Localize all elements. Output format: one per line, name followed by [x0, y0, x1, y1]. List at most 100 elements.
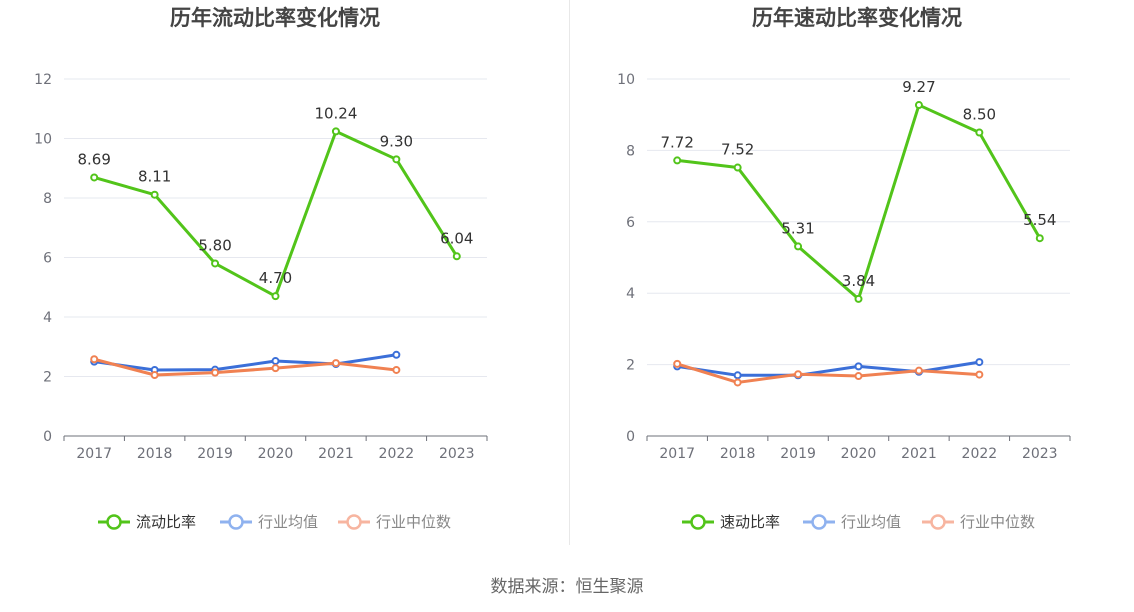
legend-item[interactable]: 行业中位数	[922, 513, 1035, 531]
data-point[interactable]	[854, 362, 863, 371]
data-point[interactable]	[452, 252, 461, 261]
legend-marker	[690, 514, 706, 530]
chart-title: 历年速动比率变化情况	[752, 6, 962, 30]
data-point[interactable]	[1035, 234, 1044, 243]
data-point[interactable]	[733, 371, 742, 380]
legend-item[interactable]: 速动比率	[682, 513, 780, 531]
data-point[interactable]	[392, 155, 401, 164]
data-label: 8.50	[963, 106, 996, 124]
legend-marker	[106, 514, 122, 530]
data-point[interactable]	[150, 371, 159, 380]
legend-label: 行业中位数	[960, 513, 1035, 531]
data-label: 10.24	[314, 104, 357, 122]
legend-item[interactable]: 行业均值	[220, 513, 318, 531]
data-point[interactable]	[392, 365, 401, 374]
x-tick-label: 2022	[962, 446, 998, 462]
data-label: 9.27	[902, 78, 935, 96]
data-point[interactable]	[975, 370, 984, 379]
series-line	[677, 103, 1042, 301]
data-point[interactable]	[211, 368, 220, 377]
y-tick-label: 6	[626, 215, 635, 231]
x-tick-label: 2022	[379, 446, 415, 462]
data-point[interactable]	[271, 357, 280, 366]
x-tick-label: 2017	[76, 446, 112, 462]
series-line	[676, 362, 980, 384]
legend-label: 行业均值	[841, 513, 901, 531]
data-point[interactable]	[914, 366, 923, 375]
series-line	[676, 360, 980, 377]
x-tick-label: 2021	[901, 446, 937, 462]
data-point[interactable]	[733, 378, 742, 387]
data-point[interactable]	[392, 350, 401, 359]
quick-ratio-chart: 历年速动比率变化情况 0 2 4 6 8 10 2017 2018 2019 2020 2021 202…	[617, 6, 1071, 531]
data-point[interactable]	[150, 190, 159, 199]
source-note: 数据来源：恒生聚源	[490, 577, 644, 597]
data-point[interactable]	[975, 128, 984, 137]
data-point[interactable]	[271, 364, 280, 373]
x-tick-label: 2021	[318, 446, 354, 462]
y-tick-label: 12	[34, 72, 52, 88]
legend-item[interactable]: 行业均值	[803, 513, 901, 531]
x-tick-label: 2017	[659, 446, 695, 462]
legend-item[interactable]: 行业中位数	[338, 513, 451, 531]
legend-label: 行业中位数	[376, 513, 451, 531]
data-label: 4.70	[259, 269, 292, 287]
legend-marker	[346, 514, 362, 530]
y-tick-label: 0	[626, 429, 635, 445]
chart-panel-current-ratio: 历年流动比率变化情况 0 2 4 6 8 10 12 2017 2018 2019 2020 2021 2…	[0, 0, 567, 545]
data-point[interactable]	[271, 292, 280, 301]
series-0: 7.72 7.52 5.31 3.84 9.27 8.50 5.54	[661, 78, 1056, 303]
data-point[interactable]	[673, 359, 682, 368]
data-point[interactable]	[733, 163, 742, 172]
data-point[interactable]	[90, 173, 99, 182]
data-label: 8.11	[138, 168, 171, 186]
data-point[interactable]	[914, 101, 923, 110]
y-tick-label: 6	[43, 251, 52, 267]
series-0: 8.69 8.11 5.80 4.70 10.24 9.30 6.04	[78, 104, 473, 301]
data-label: 7.52	[721, 141, 754, 159]
chart-panel-quick-ratio: 历年速动比率变化情况 0 2 4 6 8 10 2017 2018 2019 2020 2021 202…	[567, 0, 1134, 545]
x-tick-label: 2019	[780, 446, 816, 462]
y-tick-label: 8	[43, 191, 52, 207]
y-tick-label: 2	[43, 370, 52, 386]
data-label: 3.84	[842, 272, 875, 290]
series-line	[93, 357, 397, 377]
data-label: 7.72	[661, 133, 694, 151]
data-point[interactable]	[794, 242, 803, 251]
y-tick-label: 10	[617, 72, 635, 88]
y-tick-label: 4	[43, 310, 52, 326]
data-label: 5.54	[1023, 211, 1056, 229]
legend-marker	[811, 514, 827, 530]
data-point[interactable]	[90, 355, 99, 364]
data-point[interactable]	[211, 259, 220, 268]
legend-label: 流动比率	[136, 513, 196, 531]
current-ratio-chart: 历年流动比率变化情况 0 2 4 6 8 10 12 2017 2018 2019 2020 2021 2…	[34, 6, 488, 531]
y-tick-label: 0	[43, 429, 52, 445]
x-tick-label: 2023	[1022, 446, 1058, 462]
y-tick-label: 4	[626, 286, 635, 302]
y-tick-label: 10	[34, 132, 52, 148]
series-2	[673, 359, 984, 387]
data-point[interactable]	[975, 358, 984, 367]
data-label: 9.30	[380, 132, 413, 150]
x-tick-label: 2023	[439, 446, 475, 462]
legend-item[interactable]: 流动比率	[98, 513, 196, 531]
data-point[interactable]	[854, 372, 863, 381]
x-tick-label: 2020	[258, 446, 294, 462]
data-point[interactable]	[331, 359, 340, 368]
legend-marker	[930, 514, 946, 530]
data-label: 6.04	[440, 229, 473, 247]
legend-label: 速动比率	[720, 513, 780, 531]
y-tick-label: 8	[626, 143, 635, 159]
panel-divider	[569, 0, 570, 545]
data-point[interactable]	[331, 127, 340, 136]
data-point[interactable]	[854, 294, 863, 303]
data-point[interactable]	[794, 370, 803, 379]
chart-title: 历年流动比率变化情况	[170, 6, 380, 30]
series-line	[94, 353, 397, 372]
x-tick-label: 2018	[720, 446, 756, 462]
data-point[interactable]	[673, 156, 682, 165]
data-label: 5.80	[198, 236, 231, 254]
series-2	[90, 355, 401, 380]
data-label: 8.69	[78, 150, 111, 168]
